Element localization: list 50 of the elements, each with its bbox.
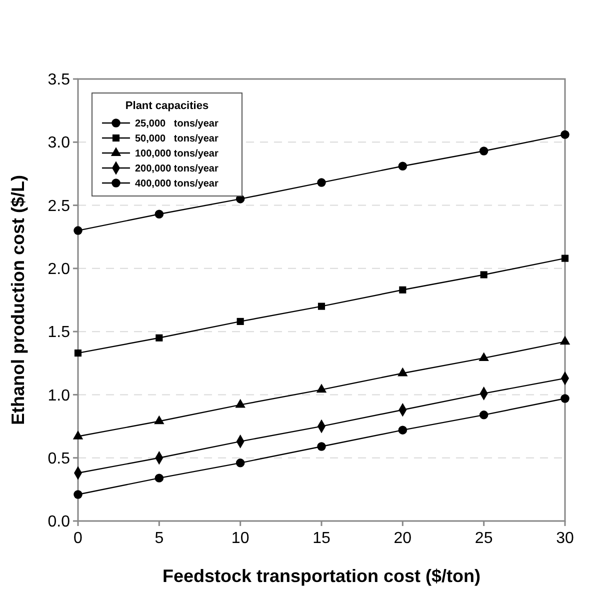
point [479,146,488,156]
point [317,442,326,451]
x-tick-label: 5 [154,530,164,547]
point [235,398,246,408]
y-tick-label: 3.5 [48,72,70,89]
x-tick-label: 20 [394,530,412,547]
y-axis-title: Ethanol production cost ($/L) [8,175,28,425]
y-tick-label: 0.0 [48,514,70,531]
point [480,271,488,278]
point [398,162,408,170]
point [399,286,406,294]
point [318,302,326,310]
legend-label: 100,000 tons/year [135,148,218,160]
point [398,367,408,376]
y-tick-label: 1.0 [48,387,70,404]
point [479,410,488,420]
point [74,490,82,499]
x-tick-label: 15 [312,530,330,547]
point [72,430,84,440]
point [478,352,489,362]
y-tick-label: 0.5 [48,450,70,468]
point [317,178,326,187]
point [154,415,164,424]
point [398,426,408,434]
legend-label: 50,000 tons/year [135,134,218,144]
point [236,458,245,468]
legend-label: 25,000 tons/year [135,118,218,130]
point [560,394,570,403]
x-tick-label: 30 [556,530,574,547]
point [560,130,570,139]
x-tick-label: 25 [474,530,493,547]
point [156,334,163,342]
legend-title: Plant capacities [125,100,209,112]
x-axis-title: Feedstock transportation cost ($/ton) [162,566,481,586]
legend-label: 400,000 tons/year [135,178,218,190]
point [316,384,327,393]
point [561,254,569,262]
point [74,350,82,357]
point [154,210,164,218]
y-tick-label: 3.0 [48,134,70,152]
y-tick-label: 2.5 [48,198,70,215]
point [236,318,244,326]
legend-label: 200,000 tons/year [135,164,218,174]
x-tick-label: 0 [74,530,83,547]
point [74,226,82,235]
y-tick-label: 2.0 [48,261,70,278]
y-tick-label: 1.5 [48,324,70,342]
point [154,474,164,482]
point [560,336,570,345]
x-tick-label: 10 [231,530,250,547]
